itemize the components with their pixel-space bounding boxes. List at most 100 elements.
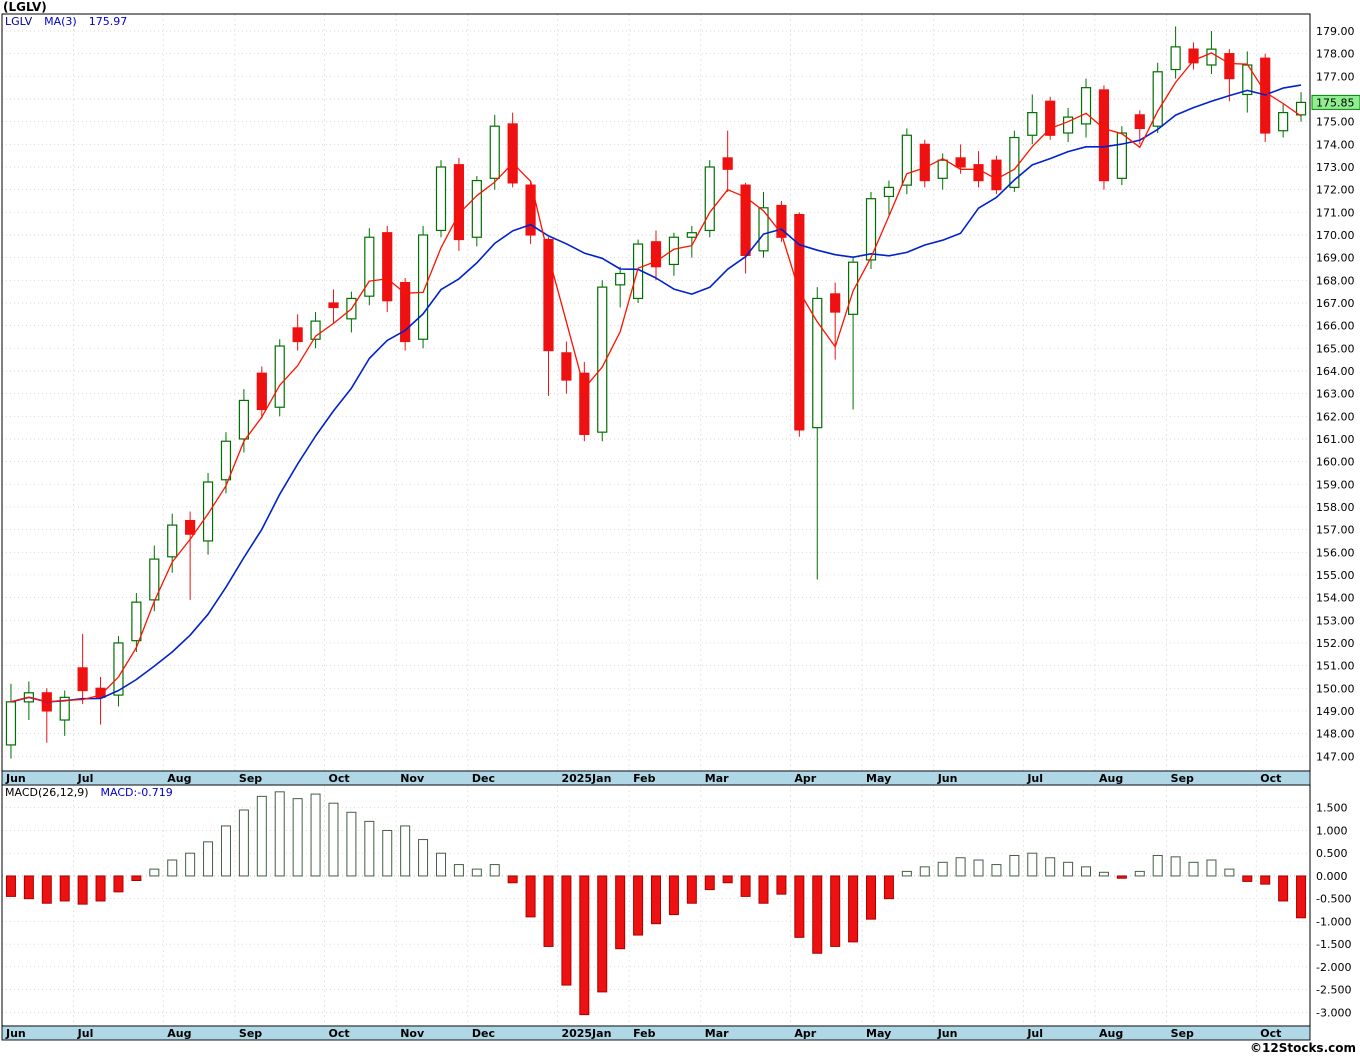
- macd-bar: [830, 875, 841, 947]
- month-label: Sep: [239, 772, 262, 785]
- candle-up: [1080, 87, 1092, 125]
- price-tick-label: 148.00: [1316, 728, 1355, 741]
- candle-down: [185, 519, 196, 535]
- legend-ma-value: 175.97: [88, 15, 128, 28]
- price-tick-label: 159.00: [1316, 478, 1355, 491]
- macd-bar: [1296, 875, 1307, 919]
- ma-lines: [10, 52, 1302, 703]
- macd-bar: [1134, 870, 1145, 877]
- month-label: Jul: [77, 1027, 94, 1040]
- price-tick-label: 179.00: [1316, 25, 1355, 38]
- price-tick-label: 167.00: [1316, 297, 1355, 310]
- candle-up: [937, 159, 948, 179]
- macd-bar: [1045, 857, 1056, 877]
- macd-tick-label: -3.000: [1316, 1006, 1351, 1019]
- macd-bar: [866, 875, 877, 920]
- macd-tick-label: -1.000: [1316, 915, 1351, 928]
- macd-bar: [686, 875, 697, 904]
- macd-bar: [883, 875, 894, 900]
- macd-legend: MACD(26,12,9) MACD:-0.719: [5, 786, 173, 799]
- candle-up: [704, 166, 715, 232]
- price-tick-label: 156.00: [1316, 546, 1355, 559]
- macd-bar: [400, 825, 411, 877]
- macd-bar: [1098, 871, 1109, 877]
- candlesticks: [5, 26, 1307, 759]
- macd-bar: [937, 861, 948, 877]
- price-tick-label: 166.00: [1316, 320, 1355, 333]
- candle-up: [435, 166, 447, 232]
- candle-down: [400, 281, 411, 343]
- candle-up: [489, 125, 500, 179]
- month-label: Jul: [1026, 772, 1043, 785]
- month-label: 2025Jan: [561, 772, 611, 785]
- candle-down: [722, 157, 733, 170]
- month-label: Jul: [77, 772, 94, 785]
- macd-histogram: [5, 791, 1307, 1016]
- panel-borders: [1, 13, 1311, 1027]
- candle-up: [883, 186, 895, 198]
- candle-up: [310, 320, 321, 340]
- macd-bar: [507, 875, 518, 884]
- month-label: Sep: [1171, 772, 1194, 785]
- macd-bar: [382, 829, 393, 877]
- macd-bar: [901, 870, 912, 877]
- last-price-tag: 175.85: [1311, 94, 1360, 110]
- candle-down: [95, 687, 106, 698]
- macd-bar: [615, 875, 626, 950]
- month-label: Oct: [329, 772, 350, 785]
- candle-down: [453, 164, 465, 241]
- macd-bar: [758, 875, 769, 904]
- candle-down: [328, 302, 339, 309]
- macd-bar: [489, 864, 500, 877]
- macd-bar: [919, 866, 930, 877]
- candle-up: [1009, 136, 1020, 188]
- candle-up: [202, 481, 214, 542]
- price-tick-label: 163.00: [1316, 388, 1355, 401]
- macd-bar: [776, 875, 787, 895]
- candle-up: [59, 696, 70, 721]
- price-tick-label: 170.00: [1316, 229, 1355, 242]
- macd-bar: [167, 859, 178, 877]
- macd-bar: [1152, 854, 1163, 877]
- macd-bar: [973, 859, 984, 877]
- month-label: Aug: [1099, 1027, 1123, 1040]
- macd-bar: [704, 875, 715, 891]
- month-label: Dec: [472, 772, 495, 785]
- price-tick-label: 165.00: [1316, 342, 1355, 355]
- gridlines: [2, 14, 1310, 1026]
- price-tick-label: 177.00: [1316, 70, 1355, 83]
- price-tick-label: 168.00: [1316, 274, 1355, 287]
- month-label: Jun: [937, 772, 958, 785]
- candle-up: [1063, 116, 1074, 134]
- candle-up: [686, 232, 697, 238]
- candle-down: [991, 159, 1002, 191]
- macd-bar: [1278, 875, 1289, 902]
- macd-bar: [131, 875, 142, 881]
- price-tick-label: 173.00: [1316, 161, 1355, 174]
- candle-down: [525, 184, 536, 236]
- price-tick-label: 155.00: [1316, 569, 1355, 582]
- macd-bar: [1170, 856, 1181, 877]
- macd-bar: [203, 841, 214, 877]
- macd-bar: [23, 875, 34, 900]
- month-label: 2025Jan: [561, 1027, 611, 1040]
- candle-up: [901, 134, 912, 186]
- month-label: Feb: [633, 772, 656, 785]
- month-label: Nov: [400, 772, 425, 785]
- macd-bar: [543, 875, 554, 947]
- macd-bar: [1206, 859, 1217, 877]
- macd-bar: [41, 875, 52, 904]
- macd-bar: [346, 811, 357, 877]
- macd-bar: [149, 868, 160, 877]
- macd-bar: [597, 875, 608, 993]
- candle-down: [382, 232, 393, 302]
- month-label: Jun: [937, 1027, 958, 1040]
- macd-bar: [292, 798, 303, 877]
- candle-down: [507, 123, 518, 184]
- price-tick-label: 149.00: [1316, 705, 1355, 718]
- macd-bar: [471, 868, 482, 877]
- macd-bar: [955, 857, 966, 877]
- candle-down: [650, 241, 662, 268]
- month-label: Oct: [1260, 772, 1281, 785]
- page-title: (LGLV): [3, 0, 47, 14]
